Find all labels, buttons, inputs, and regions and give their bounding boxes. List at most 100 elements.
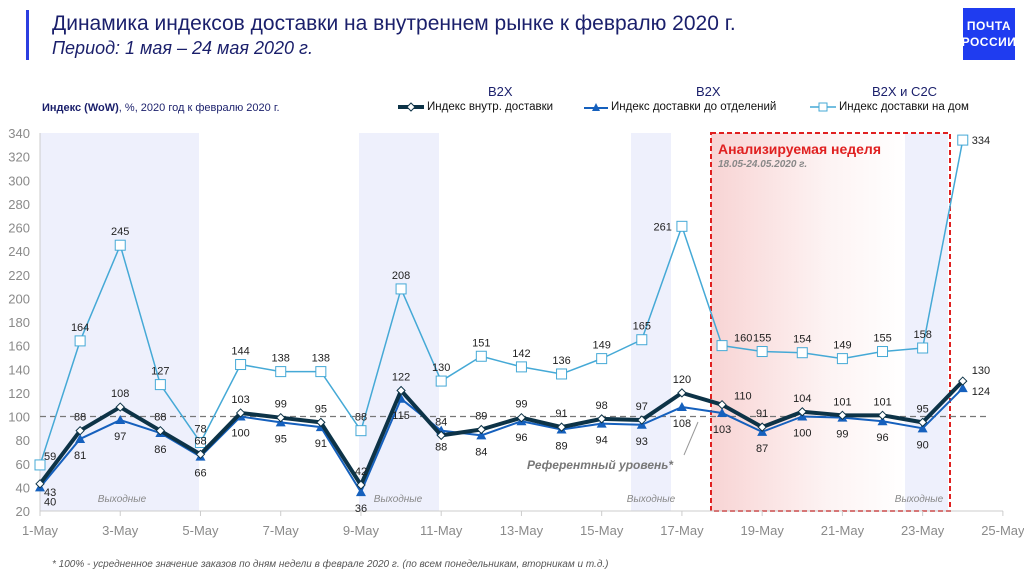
data-label: 136 (552, 355, 570, 367)
data-point-internal (155, 425, 166, 436)
data-point-home (34, 459, 46, 471)
data-point-internal (556, 422, 567, 432)
legend-group-b2x-1: B2X (488, 84, 513, 99)
legend-label-internal: Индекс внутр. доставки (427, 101, 554, 113)
data-label: 115 (392, 410, 410, 422)
data-label: 43 (44, 487, 56, 499)
data-label: 88 (74, 412, 86, 424)
y-tick-label: 260 (8, 221, 30, 236)
data-point-home (636, 334, 648, 346)
data-label: 108 (673, 418, 691, 430)
x-tick-label: 5-May (182, 523, 219, 538)
y-tick-label: 40 (16, 480, 30, 495)
data-label: 94 (596, 435, 608, 447)
data-point-home (154, 379, 166, 391)
data-label: 91 (756, 408, 768, 420)
data-label: 334 (972, 135, 990, 147)
weekend-label: Выходные (98, 494, 147, 505)
data-label: 144 (231, 346, 249, 358)
series-line-branches (39, 387, 964, 494)
data-label: 78 (194, 423, 206, 435)
data-point-home (515, 361, 527, 373)
reference-label-pointer (683, 421, 699, 456)
analyzed-week-fill (711, 133, 905, 511)
y-tick-label: 300 (8, 173, 30, 188)
data-label: 36 (355, 503, 367, 515)
data-label: 99 (275, 399, 287, 411)
data-label: 96 (515, 432, 527, 444)
data-point-home (395, 283, 407, 295)
data-label: 95 (275, 433, 287, 445)
data-point-home (556, 368, 568, 380)
data-point-branches (75, 433, 86, 443)
data-point-home (315, 366, 327, 378)
data-label: 101 (833, 396, 851, 408)
data-label: 88 (435, 442, 447, 454)
y-tick-label: 100 (8, 410, 30, 425)
data-label: 89 (475, 410, 487, 422)
y-axis-caption-rest: , %, 2020 год к февралю 2020 г. (118, 102, 280, 114)
x-tick-label: 9-May (343, 523, 380, 538)
logo-line-2: РОССИИ (961, 35, 1017, 49)
y-tick-label: 340 (8, 126, 30, 141)
data-label: 97 (114, 431, 126, 443)
data-point-home (475, 350, 487, 362)
logo-line-1: ПОЧТА (966, 19, 1012, 33)
data-label: 96 (876, 432, 888, 444)
data-point-branches (676, 402, 687, 412)
data-label: 103 (231, 394, 249, 406)
x-tick-label: 11-May (420, 523, 463, 538)
weekend-band (631, 133, 671, 511)
data-point-internal (276, 412, 286, 423)
diamond-line-icon (398, 102, 424, 112)
y-tick-label: 160 (8, 339, 30, 354)
x-tick-label: 15-May (580, 523, 624, 538)
data-point-branches (115, 415, 126, 425)
data-point-branches (355, 487, 366, 497)
data-point-home (877, 346, 889, 358)
legend-label-branches: Индекс доставки до отделений (611, 101, 777, 113)
data-label: 81 (74, 450, 86, 462)
data-point-internal (436, 430, 446, 441)
y-tick-label: 120 (8, 386, 30, 401)
footnote: * 100% - усредненное значение заказов по… (52, 559, 609, 570)
data-point-internal (316, 417, 326, 428)
data-label: 88 (154, 412, 166, 424)
x-tick-label: 17-May (660, 523, 704, 538)
legend-group-b2x-c2c: B2X и C2C (872, 84, 938, 99)
y-tick-label: 180 (8, 315, 30, 330)
y-tick-label: 80 (16, 433, 30, 448)
data-point-internal (877, 410, 888, 421)
series-line-internal (38, 379, 965, 488)
legend-label-home: Индекс доставки на дом (839, 101, 969, 113)
data-label: 142 (512, 348, 530, 360)
data-label: 84 (435, 416, 447, 428)
data-label: 155 (753, 333, 771, 345)
data-label: 165 (633, 321, 651, 333)
legend-group-b2x-2: B2X (696, 84, 721, 99)
x-tick-label: 23-May (901, 523, 945, 538)
data-point-branches (717, 407, 728, 417)
data-label: 154 (793, 334, 811, 346)
data-label: 160 (734, 333, 752, 345)
data-label: 130 (972, 365, 990, 377)
reference-label: Референтный уровень* (527, 458, 674, 472)
x-tick-label: 7-May (263, 523, 300, 538)
data-label: 95 (917, 403, 929, 415)
data-point-home (596, 353, 608, 365)
data-label: 149 (833, 340, 851, 352)
data-label: 97 (636, 401, 648, 413)
page-title: Динамика индексов доставки на внутреннем… (52, 12, 736, 35)
data-point-internal (235, 408, 246, 418)
data-point-home (716, 340, 728, 352)
data-point-home (235, 359, 247, 371)
data-point-internal (516, 412, 527, 423)
data-label: 66 (194, 468, 206, 480)
x-tick-label: 3-May (102, 523, 139, 538)
data-label: 91 (555, 408, 567, 420)
data-label: 101 (873, 396, 891, 408)
data-label: 261 (654, 221, 672, 233)
data-label: 93 (636, 436, 648, 448)
data-point-internal (596, 414, 607, 424)
weekend-band (905, 133, 948, 511)
